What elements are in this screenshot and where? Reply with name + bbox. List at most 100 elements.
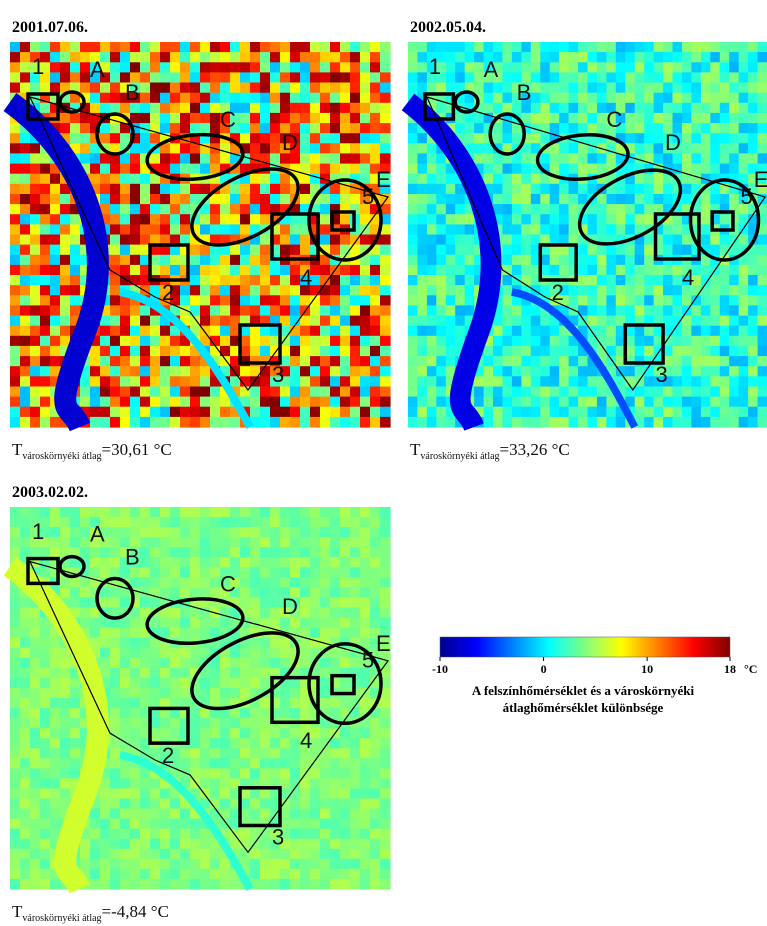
pixel xyxy=(310,387,321,398)
pixel xyxy=(512,397,522,408)
pixel xyxy=(310,537,321,548)
pixel xyxy=(370,52,381,63)
pixel xyxy=(758,316,767,327)
pixel xyxy=(260,72,271,83)
pixel xyxy=(446,326,456,337)
pixel xyxy=(230,668,241,679)
pixel xyxy=(270,547,281,558)
pixel xyxy=(240,507,251,518)
pixel xyxy=(80,859,91,870)
pixel xyxy=(270,658,281,669)
pixel xyxy=(70,133,81,144)
pixel xyxy=(370,869,381,880)
pixel xyxy=(240,255,251,266)
pixel xyxy=(380,72,391,83)
pixel xyxy=(20,72,31,83)
pixel xyxy=(350,194,361,205)
pixel xyxy=(30,265,41,276)
pixel xyxy=(240,62,251,73)
pixel xyxy=(100,789,111,800)
pixel xyxy=(436,184,446,195)
pixel xyxy=(150,819,161,830)
pixel xyxy=(30,547,41,558)
pixel xyxy=(100,194,111,205)
pixel xyxy=(110,72,121,83)
pixel xyxy=(340,587,351,598)
pixel xyxy=(190,397,201,408)
pixel xyxy=(60,316,71,327)
pixel xyxy=(20,688,31,699)
pixel xyxy=(503,376,513,387)
pixel xyxy=(160,356,171,367)
pixel xyxy=(100,799,111,810)
pixel xyxy=(230,204,241,215)
pixel xyxy=(280,245,291,256)
pixel xyxy=(436,326,446,337)
pixel xyxy=(370,93,381,104)
pixel xyxy=(130,658,141,669)
pixel xyxy=(290,245,301,256)
pixel xyxy=(100,316,111,327)
pixel xyxy=(493,42,503,53)
pixel xyxy=(270,52,281,63)
pixel xyxy=(720,42,730,53)
pixel xyxy=(70,285,81,296)
pixel xyxy=(320,829,331,840)
pixel xyxy=(260,789,271,800)
pixel xyxy=(654,133,664,144)
pixel xyxy=(110,547,121,558)
pixel xyxy=(370,83,381,94)
pixel xyxy=(140,184,151,195)
pixel xyxy=(512,376,522,387)
pixel xyxy=(417,62,427,73)
pixel xyxy=(710,387,720,398)
pixel xyxy=(370,567,381,578)
pixel xyxy=(260,417,271,428)
pixel xyxy=(210,507,221,518)
pixel xyxy=(300,316,311,327)
pixel xyxy=(370,153,381,164)
pixel xyxy=(200,517,211,528)
pixel xyxy=(210,326,221,337)
pixel xyxy=(578,245,588,256)
pixel xyxy=(180,72,191,83)
pixel xyxy=(90,849,101,860)
pixel xyxy=(340,598,351,609)
pixel xyxy=(290,305,301,316)
pixel xyxy=(340,859,351,870)
pixel xyxy=(130,718,141,729)
pixel xyxy=(270,557,281,568)
pixel xyxy=(720,275,730,286)
pixel xyxy=(120,255,131,266)
pixel xyxy=(597,397,607,408)
pixel xyxy=(739,407,749,418)
pixel xyxy=(240,265,251,276)
pixel xyxy=(635,346,645,357)
pixel xyxy=(758,407,767,418)
pixel xyxy=(250,214,261,225)
pixel xyxy=(40,809,51,820)
pixel xyxy=(635,265,645,276)
pixel xyxy=(30,839,41,850)
average-temperature: Tvároskörnyéki átlag=-4,84 °C xyxy=(12,902,169,924)
pixel xyxy=(170,567,181,578)
pixel xyxy=(606,72,616,83)
pixel xyxy=(606,52,616,63)
pixel xyxy=(729,113,739,124)
pixel xyxy=(100,164,111,175)
pixel xyxy=(260,336,271,347)
pixel xyxy=(160,326,171,337)
pixel xyxy=(230,62,241,73)
pixel xyxy=(360,839,371,850)
pixel xyxy=(739,417,749,428)
pixel xyxy=(250,728,261,739)
pixel xyxy=(320,517,331,528)
pixel xyxy=(30,356,41,367)
pixel xyxy=(446,62,456,73)
pixel xyxy=(654,103,664,114)
pixel xyxy=(748,62,758,73)
pixel xyxy=(521,265,531,276)
pixel xyxy=(180,618,191,629)
pixel xyxy=(120,214,131,225)
pixel xyxy=(588,153,598,164)
